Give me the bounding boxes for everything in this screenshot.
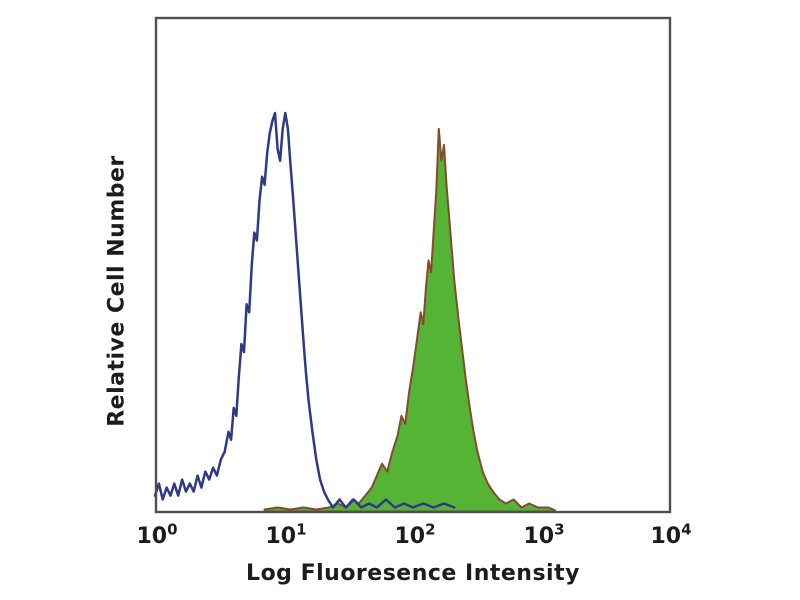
tick-exponent: 1 [296,520,307,539]
x-tick-10e1: 101 [265,520,307,549]
tick-exponent: 0 [167,520,178,539]
x-axis-label: Log Fluoresence Intensity [246,561,580,586]
tick-base: 10 [394,524,426,549]
blue-open-histogram [153,111,456,509]
tick-base: 10 [136,524,168,549]
x-tick-10e2: 102 [394,520,436,549]
tick-base: 10 [265,524,297,549]
x-tick-10e3: 103 [523,520,565,549]
tick-exponent: 4 [681,520,692,539]
green-filled-histogram [263,127,556,513]
tick-base: 10 [650,524,682,549]
x-tick-10e4: 104 [650,520,692,549]
tick-base: 10 [523,524,555,549]
tick-exponent: 2 [425,520,436,539]
x-tick-10e0: 100 [136,520,178,549]
tick-exponent: 3 [554,520,565,539]
plot-frame [154,16,672,514]
y-axis-label: Relative Cell Number [104,155,130,427]
